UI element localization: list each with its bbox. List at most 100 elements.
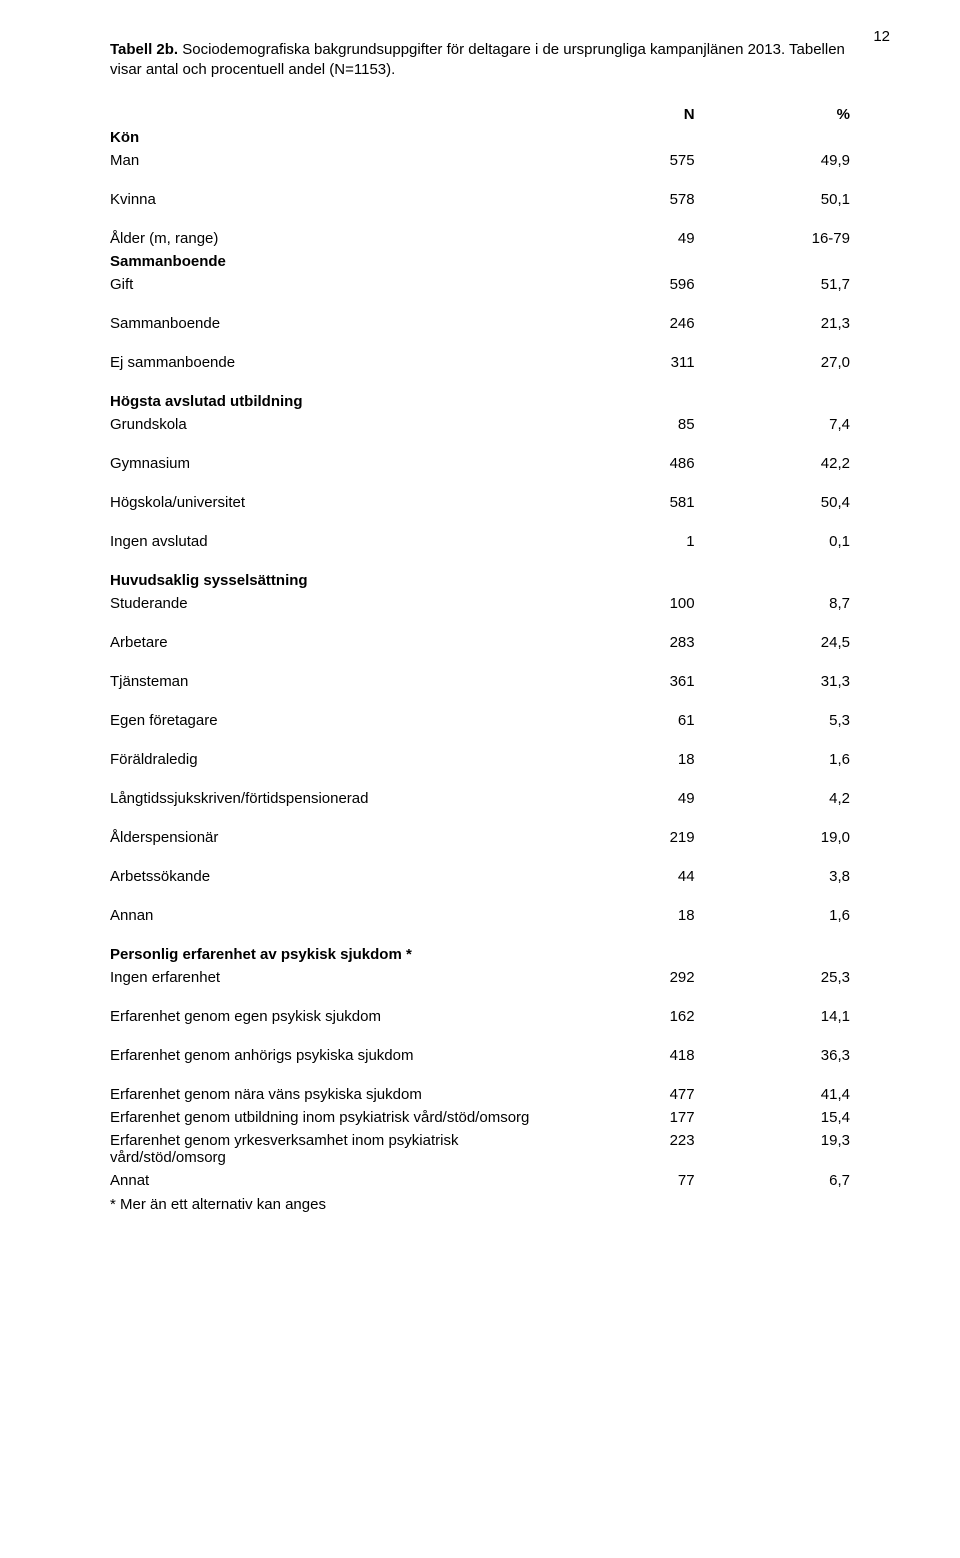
row-label: Erfarenhet genom egen psykisk sjukdom [110, 1005, 539, 1028]
row-n: 311 [539, 351, 694, 374]
row-p: 31,3 [695, 670, 850, 693]
table-row: Arbetare 283 24,5 [110, 631, 850, 654]
section-title: Kön [110, 126, 539, 149]
row-label: Föräldraledig [110, 748, 539, 771]
section-head-kon: Kön [110, 126, 850, 149]
header-pct: % [695, 103, 850, 126]
section-title: Sammanboende [110, 250, 539, 273]
row-n: 223 [539, 1129, 694, 1169]
caption-text: Sociodemografiska bakgrundsuppgifter för… [110, 41, 845, 78]
row-label: Gift [110, 273, 539, 296]
row-label: Studerande [110, 592, 539, 615]
row-p: 1,6 [695, 748, 850, 771]
row-label: Tjänsteman [110, 670, 539, 693]
section-head-erfarenhet: Personlig erfarenhet av psykisk sjukdom … [110, 943, 850, 966]
table-row: Föräldraledig 18 1,6 [110, 748, 850, 771]
row-n: 418 [539, 1044, 694, 1067]
row-n: 283 [539, 631, 694, 654]
header-row: N % [110, 103, 850, 126]
row-label: Ingen erfarenhet [110, 966, 539, 989]
table-row: Egen företagare 61 5,3 [110, 709, 850, 732]
table-row: Ålderspensionär 219 19,0 [110, 826, 850, 849]
table-row: Annan 18 1,6 [110, 904, 850, 927]
row-p: 5,3 [695, 709, 850, 732]
row-n: 477 [539, 1083, 694, 1106]
table-row: Erfarenhet genom anhörigs psykiska sjukd… [110, 1044, 850, 1067]
row-label: Ålder (m, range) [110, 227, 539, 250]
table-row: Tjänsteman 361 31,3 [110, 670, 850, 693]
row-p: 41,4 [695, 1083, 850, 1106]
row-n: 578 [539, 188, 694, 211]
table-row: Erfarenhet genom yrkesverksamhet inom ps… [110, 1129, 850, 1169]
row-p: 19,0 [695, 826, 850, 849]
row-label: Långtidssjukskriven/förtidspensionerad [110, 787, 539, 810]
row-n: 162 [539, 1005, 694, 1028]
row-n: 77 [539, 1169, 694, 1192]
table-caption: Tabell 2b. Sociodemografiska bakgrundsup… [110, 40, 850, 81]
row-n: 486 [539, 452, 694, 475]
row-p: 7,4 [695, 413, 850, 436]
table-row: Sammanboende 246 21,3 [110, 312, 850, 335]
table-row: Ålder (m, range) 49 16-79 [110, 227, 850, 250]
row-label: Annan [110, 904, 539, 927]
row-label: Kvinna [110, 188, 539, 211]
row-p: 14,1 [695, 1005, 850, 1028]
table-row: Erfarenhet genom egen psykisk sjukdom 16… [110, 1005, 850, 1028]
page-number: 12 [873, 28, 890, 45]
row-label: Ålderspensionär [110, 826, 539, 849]
table-row: Kvinna 578 50,1 [110, 188, 850, 211]
document-page: 12 Tabell 2b. Sociodemografiska bakgrund… [0, 0, 960, 1558]
row-p: 0,1 [695, 530, 850, 553]
table-row: Grundskola 85 7,4 [110, 413, 850, 436]
row-label: Arbetare [110, 631, 539, 654]
row-p: 16-79 [695, 227, 850, 250]
row-n: 18 [539, 748, 694, 771]
table-row: Gymnasium 486 42,2 [110, 452, 850, 475]
row-p: 8,7 [695, 592, 850, 615]
table-row: Ingen avslutad 1 0,1 [110, 530, 850, 553]
row-n: 85 [539, 413, 694, 436]
row-p: 25,3 [695, 966, 850, 989]
row-n: 49 [539, 787, 694, 810]
row-p: 36,3 [695, 1044, 850, 1067]
table-row: Ej sammanboende 311 27,0 [110, 351, 850, 374]
row-n: 18 [539, 904, 694, 927]
row-label: Gymnasium [110, 452, 539, 475]
row-p: 3,8 [695, 865, 850, 888]
table-row: Erfarenhet genom nära väns psykiska sjuk… [110, 1083, 850, 1106]
row-n: 246 [539, 312, 694, 335]
row-label: Erfarenhet genom yrkesverksamhet inom ps… [110, 1129, 539, 1169]
row-n: 49 [539, 227, 694, 250]
row-n: 61 [539, 709, 694, 732]
table-row: Gift 596 51,7 [110, 273, 850, 296]
row-n: 1 [539, 530, 694, 553]
row-n: 100 [539, 592, 694, 615]
table-row: Man 575 49,9 [110, 149, 850, 172]
row-label: Man [110, 149, 539, 172]
row-p: 50,4 [695, 491, 850, 514]
row-p: 15,4 [695, 1106, 850, 1129]
row-n: 575 [539, 149, 694, 172]
section-head-syssel: Huvudsaklig sysselsättning [110, 569, 850, 592]
table-row: Studerande 100 8,7 [110, 592, 850, 615]
caption-label: Tabell 2b. [110, 41, 178, 58]
table-row: Annat 77 6,7 [110, 1169, 850, 1192]
data-table: N % Kön Man 575 49,9 Kvinna 578 50,1 Åld… [110, 103, 850, 1192]
row-label: Egen företagare [110, 709, 539, 732]
row-p: 24,5 [695, 631, 850, 654]
section-title: Högsta avslutad utbildning [110, 390, 539, 413]
row-n: 581 [539, 491, 694, 514]
row-p: 21,3 [695, 312, 850, 335]
row-label: Erfarenhet genom nära väns psykiska sjuk… [110, 1083, 539, 1106]
section-title: Huvudsaklig sysselsättning [110, 569, 539, 592]
row-p: 27,0 [695, 351, 850, 374]
table-row: Långtidssjukskriven/förtidspensionerad 4… [110, 787, 850, 810]
row-n: 177 [539, 1106, 694, 1129]
row-label: Grundskola [110, 413, 539, 436]
section-head-sammanboende: Sammanboende [110, 250, 850, 273]
row-n: 361 [539, 670, 694, 693]
row-p: 19,3 [695, 1129, 850, 1169]
row-label: Erfarenhet genom utbildning inom psykiat… [110, 1106, 539, 1129]
row-p: 4,2 [695, 787, 850, 810]
row-label: Annat [110, 1169, 539, 1192]
